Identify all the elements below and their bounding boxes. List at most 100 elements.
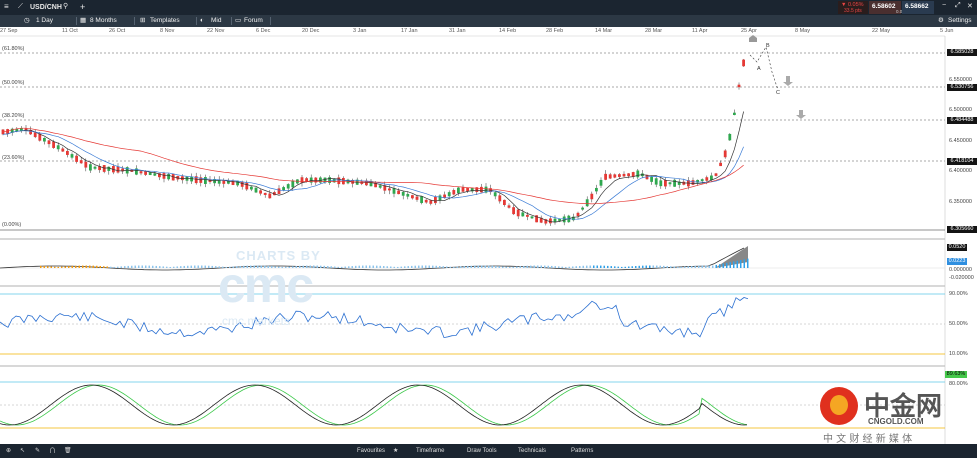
symbol-label[interactable]: USD/CNH (30, 4, 62, 11)
macd-bar (99, 265, 101, 268)
range-select[interactable]: 8 Months (90, 17, 117, 24)
macd-bar (372, 265, 374, 268)
macd-bar (292, 266, 294, 268)
menu-icon[interactable]: ≡ (4, 2, 9, 11)
macd-bar (78, 265, 80, 268)
candle (337, 177, 341, 185)
candle (217, 179, 221, 184)
candle (650, 176, 653, 182)
buy-button[interactable]: 6.58662 (902, 1, 934, 14)
window-close-icon[interactable]: ✕ (967, 3, 973, 10)
macd-bar (421, 265, 423, 268)
macd-bar (491, 265, 493, 268)
stoch-signal-line (0, 384, 748, 426)
change-pips: 33.5 pts (844, 8, 862, 14)
price-box: 6.585028 (947, 49, 977, 56)
search-icon[interactable]: ⚲ (63, 3, 69, 10)
macd-bar (691, 266, 693, 268)
macd-bar (621, 266, 623, 268)
pencil-icon[interactable]: ✎ (35, 448, 41, 454)
macd-bar (295, 266, 297, 268)
macd-bar (236, 266, 238, 268)
candle (365, 180, 368, 186)
divider (134, 17, 135, 25)
candle (89, 164, 92, 171)
macd-bar (68, 266, 70, 268)
price-change-box: ▼ 0.05% 33.5 pts (838, 1, 868, 14)
macd-bar (222, 266, 224, 268)
magnet-icon[interactable]: ⋂ (50, 448, 55, 454)
window-expand-icon[interactable]: ⤢ (955, 2, 961, 9)
candle (466, 187, 469, 192)
candle (572, 216, 575, 221)
draw-tools-button[interactable]: Draw Tools (467, 448, 497, 454)
macd-bar (208, 265, 210, 268)
date-axis-label: 22 Nov (207, 28, 225, 34)
macd-bar (64, 266, 66, 268)
price-chart[interactable] (0, 0, 977, 444)
macd-bar (43, 266, 45, 268)
add-tab-button[interactable]: + (80, 2, 86, 12)
crosshair-icon[interactable]: ⊕ (6, 448, 12, 454)
timeframe-button[interactable]: Timeframe (416, 448, 445, 454)
macd-bar (344, 266, 346, 268)
down-arrow-icon (783, 76, 793, 86)
price-box: 6.530756 (947, 84, 977, 91)
favourites-button[interactable]: Favourites (357, 448, 386, 454)
macd-bar (229, 266, 231, 268)
macd-bar (610, 266, 612, 268)
macd-bar (642, 265, 644, 268)
macd-bar (47, 266, 49, 268)
window-minimize-icon[interactable]: − (942, 2, 947, 9)
patterns-button[interactable]: Patterns (571, 448, 594, 454)
macd-bar (288, 266, 290, 268)
wave-projection (749, 46, 779, 91)
divider (270, 17, 271, 25)
date-axis-label: 14 Feb (499, 28, 517, 34)
candle (512, 207, 515, 215)
candle (723, 150, 727, 158)
macd-area (715, 246, 748, 268)
macd-bar (565, 266, 567, 268)
trash-icon[interactable]: 🗑 (64, 448, 72, 454)
candle (204, 177, 207, 184)
macd-bar (92, 265, 94, 268)
chart-icon[interactable]: ⟋ (18, 3, 23, 10)
settings-button[interactable]: Settings (948, 17, 972, 24)
candle (728, 133, 732, 141)
macd-bar (638, 265, 640, 268)
macd-bar (313, 265, 315, 268)
mid-icon: ◐ (200, 17, 204, 24)
top-bar: ≡ ⟋ USD/CNH ⚲ + ▼ 0.05% 33.5 pts 6.58602… (0, 0, 977, 15)
date-axis-label: 28 Mar (645, 28, 663, 34)
technicals-button[interactable]: Technicals (518, 448, 547, 454)
candle (84, 161, 88, 168)
macd-bar (715, 264, 717, 268)
date-axis-label: 27 Sep (0, 28, 18, 34)
candle (742, 59, 745, 67)
templates-button[interactable]: Templates (150, 17, 180, 24)
interval-select[interactable]: 1 Day (36, 17, 53, 24)
candle (227, 180, 230, 184)
cursor-icon[interactable]: ↖ (20, 448, 26, 454)
macd-bar (477, 265, 479, 268)
sell-price: 6.58602 (872, 3, 896, 10)
gear-icon[interactable]: ⚙ (938, 17, 944, 24)
candle (443, 194, 446, 198)
star-icon[interactable]: ★ (393, 448, 399, 454)
macd-bar (145, 265, 147, 268)
fib-label: (23.60%) (2, 155, 25, 161)
macd-bar (719, 264, 721, 268)
candle (135, 168, 138, 175)
macd-bar (152, 265, 154, 268)
candle (461, 187, 465, 192)
candle (93, 166, 97, 169)
candle (530, 216, 534, 219)
mid-button[interactable]: Mid (211, 17, 222, 24)
forum-button[interactable]: Forum (244, 17, 263, 24)
candle (10, 128, 14, 133)
macd-bar (271, 266, 273, 268)
sell-button[interactable]: 6.58602 (869, 1, 901, 14)
candle (374, 182, 377, 188)
candle (332, 178, 336, 183)
